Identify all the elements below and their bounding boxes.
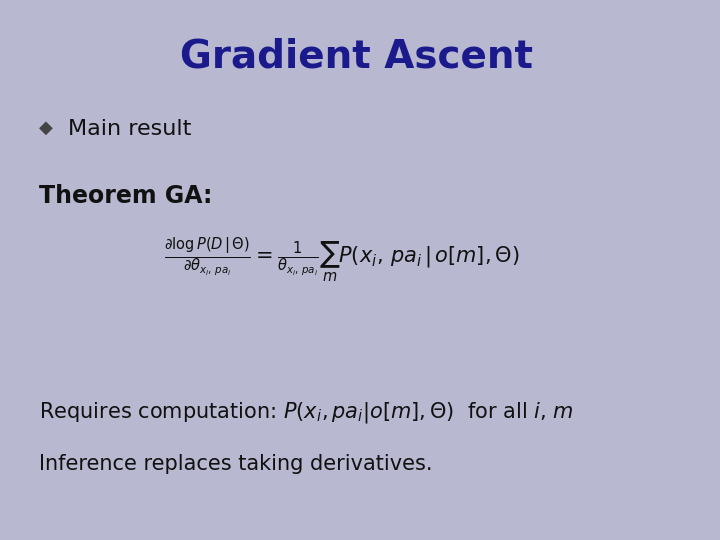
Text: Theorem GA:: Theorem GA: <box>39 184 212 207</box>
Text: Requires computation: $P(x_i,\mathit{pa}_i|o[m],\Theta)$  for all $i$, $m$: Requires computation: $P(x_i,\mathit{pa}… <box>39 400 574 424</box>
Text: $\frac{\partial \log P(D\,|\,\Theta)}{\partial\theta_{x_i,\,pa_i}} = \frac{1}{\t: $\frac{\partial \log P(D\,|\,\Theta)}{\p… <box>164 235 520 284</box>
Text: ◆: ◆ <box>39 119 53 137</box>
Text: Main result: Main result <box>68 119 191 139</box>
Text: Inference replaces taking derivatives.: Inference replaces taking derivatives. <box>39 454 433 474</box>
Text: Gradient Ascent: Gradient Ascent <box>180 38 533 76</box>
